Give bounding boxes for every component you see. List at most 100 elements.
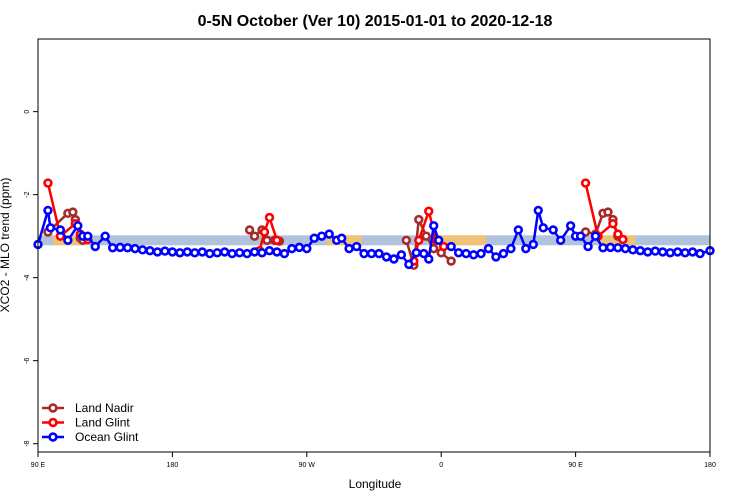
ocean-glint-point-0-1 bbox=[43, 205, 53, 216]
land-nadir-point-2-0 bbox=[401, 235, 412, 246]
ocean-glint-point-1-28 bbox=[650, 246, 660, 256]
ocean-glint-point-0-39 bbox=[324, 229, 334, 239]
ocean-glint-point-0-7 bbox=[83, 231, 93, 241]
land-nadir-point-1-1 bbox=[249, 231, 260, 241]
x-tick-label-5: 180 bbox=[704, 462, 716, 469]
ocean-glint-point-0-42 bbox=[344, 243, 354, 254]
y-tick-label-2: -4 bbox=[24, 274, 31, 280]
ocean-glint-point-1-34 bbox=[695, 248, 705, 259]
ocean-glint-point-0-11 bbox=[115, 242, 125, 253]
legend-marker-land-glint bbox=[48, 417, 58, 428]
legend-label-land-nadir: Land Nadir bbox=[75, 401, 134, 415]
ocean-glint-point-1-1 bbox=[453, 248, 464, 258]
ocean-glint-point-0-45 bbox=[366, 248, 377, 259]
ocean-glint-point-1-21 bbox=[598, 243, 608, 253]
ocean-glint-point-0-27 bbox=[234, 248, 245, 258]
ocean-glint-point-0-5 bbox=[73, 221, 83, 231]
ocean-glint-point-0-16 bbox=[152, 247, 163, 257]
ocean-glint-point-1-13 bbox=[538, 223, 548, 233]
ocean-glint-point-0-46 bbox=[374, 248, 384, 259]
y-tick-label-0: 0 bbox=[24, 110, 31, 114]
land-glint-point-0-0 bbox=[43, 178, 53, 188]
ocean-glint-point-0-4 bbox=[63, 235, 73, 246]
ocean-glint-point-1-0 bbox=[446, 241, 456, 252]
land-nadir-point-2-3 bbox=[421, 231, 431, 241]
land-glint-point-1-2 bbox=[264, 212, 275, 223]
land-nadir-point-0-2 bbox=[68, 207, 78, 217]
ocean-glint-point-1-14 bbox=[548, 225, 558, 235]
ocean-glint-point-0-15 bbox=[145, 245, 155, 256]
ocean-glint-point-1-9 bbox=[513, 225, 524, 235]
ocean-glint-point-0-17 bbox=[160, 246, 170, 256]
ocean-glint-point-1-31 bbox=[672, 247, 683, 257]
ocean-glint-point-0-48 bbox=[389, 254, 399, 264]
ocean-glint-point-0-53 bbox=[424, 254, 434, 264]
legend-label-land-glint: Land Glint bbox=[75, 416, 130, 430]
ocean-glint-point-0-51 bbox=[411, 248, 422, 258]
ocean-glint-point-0-13 bbox=[130, 243, 140, 254]
ocean-glint-point-1-6 bbox=[491, 252, 501, 262]
ocean-glint-point-1-26 bbox=[635, 245, 646, 256]
ocean-glint-point-1-33 bbox=[687, 247, 698, 257]
y-axis: 0 -2 -4 -6 -8 bbox=[24, 110, 38, 447]
ocean-glint-point-0-30 bbox=[257, 248, 267, 258]
ocean-glint-point-0-25 bbox=[219, 247, 230, 257]
ocean-glint-point-1-19 bbox=[583, 241, 593, 252]
ocean-glint-point-1-25 bbox=[628, 245, 638, 255]
ocean-glint-point-0-28 bbox=[242, 248, 252, 259]
land-glint-point-2-2 bbox=[424, 206, 434, 216]
ocean-glint-point-1-29 bbox=[658, 247, 668, 257]
ocean-glint-point-0-33 bbox=[279, 248, 290, 259]
legend-label-ocean-glint: Ocean Glint bbox=[75, 430, 139, 444]
ocean-glint-point-0-14 bbox=[137, 245, 148, 255]
x-tick-label-1: 180 bbox=[167, 462, 179, 469]
ocean-glint-point-0-19 bbox=[175, 248, 185, 258]
ocean-glint-point-1-3 bbox=[468, 250, 479, 260]
ocean-glint-point-1-32 bbox=[680, 248, 690, 258]
ocean-glint-point-0-3 bbox=[55, 225, 66, 235]
ocean-glint-point-0-44 bbox=[359, 248, 369, 259]
land-glint-point-1-3 bbox=[272, 235, 282, 246]
ocean-glint-point-1-22 bbox=[605, 242, 616, 253]
ocean-glint-point-1-15 bbox=[555, 235, 566, 246]
ocean-glint-point-0-24 bbox=[212, 248, 222, 258]
ocean-glint-point-1-23 bbox=[613, 243, 623, 253]
ocean-glint-point-0-10 bbox=[107, 243, 118, 253]
land-nadir-point-1-0 bbox=[244, 225, 255, 235]
ocean-glint-point-0-47 bbox=[381, 252, 392, 262]
ocean-glint-point-0-31 bbox=[264, 245, 275, 256]
ocean-glint-point-0-12 bbox=[122, 243, 133, 253]
ocean-glint-point-1-2 bbox=[461, 248, 471, 259]
land-nadir-point-2-6 bbox=[446, 256, 456, 266]
y-tick-label-4: -8 bbox=[24, 440, 31, 446]
x-axis-label: Longitude bbox=[349, 477, 402, 491]
ocean-glint-point-0-32 bbox=[272, 247, 282, 257]
land-nadir-point-2-2 bbox=[414, 214, 424, 225]
land-nadir-point-3-3 bbox=[603, 207, 613, 217]
ocean-band-0 bbox=[38, 235, 710, 246]
ocean-glint-point-1-16 bbox=[565, 221, 576, 231]
ocean-glint-point-1-10 bbox=[521, 243, 531, 254]
ocean-glint-point-0-35 bbox=[294, 242, 305, 253]
land-glint-point-1-1 bbox=[259, 227, 270, 237]
ocean-glint-point-0-36 bbox=[302, 243, 312, 254]
ocean-glint-point-0-43 bbox=[351, 241, 362, 252]
ocean-glint-point-0-49 bbox=[396, 250, 407, 260]
ocean-glint-point-1-8 bbox=[506, 243, 516, 254]
ocean-glint-point-0-37 bbox=[309, 233, 319, 243]
ocean-glint-point-0-23 bbox=[205, 248, 215, 259]
x-tick-label-4: 90 E bbox=[568, 462, 583, 469]
ocean-glint-point-0-54 bbox=[429, 221, 439, 231]
ocean-glint-point-1-27 bbox=[643, 247, 653, 257]
ocean-glint-point-0-34 bbox=[287, 243, 297, 254]
land-band-2 bbox=[431, 235, 486, 246]
x-tick-label-3: 0 bbox=[439, 462, 443, 469]
land-glint-point-3-2 bbox=[608, 219, 618, 229]
ocean-glint-point-0-38 bbox=[317, 231, 327, 241]
ocean-glint-point-0-8 bbox=[90, 241, 100, 252]
ocean-glint-point-1-5 bbox=[483, 243, 494, 254]
plot-frame bbox=[37, 38, 711, 453]
ocean-glint-point-0-55 bbox=[434, 235, 444, 246]
ocean-glint-point-1-12 bbox=[533, 205, 543, 216]
